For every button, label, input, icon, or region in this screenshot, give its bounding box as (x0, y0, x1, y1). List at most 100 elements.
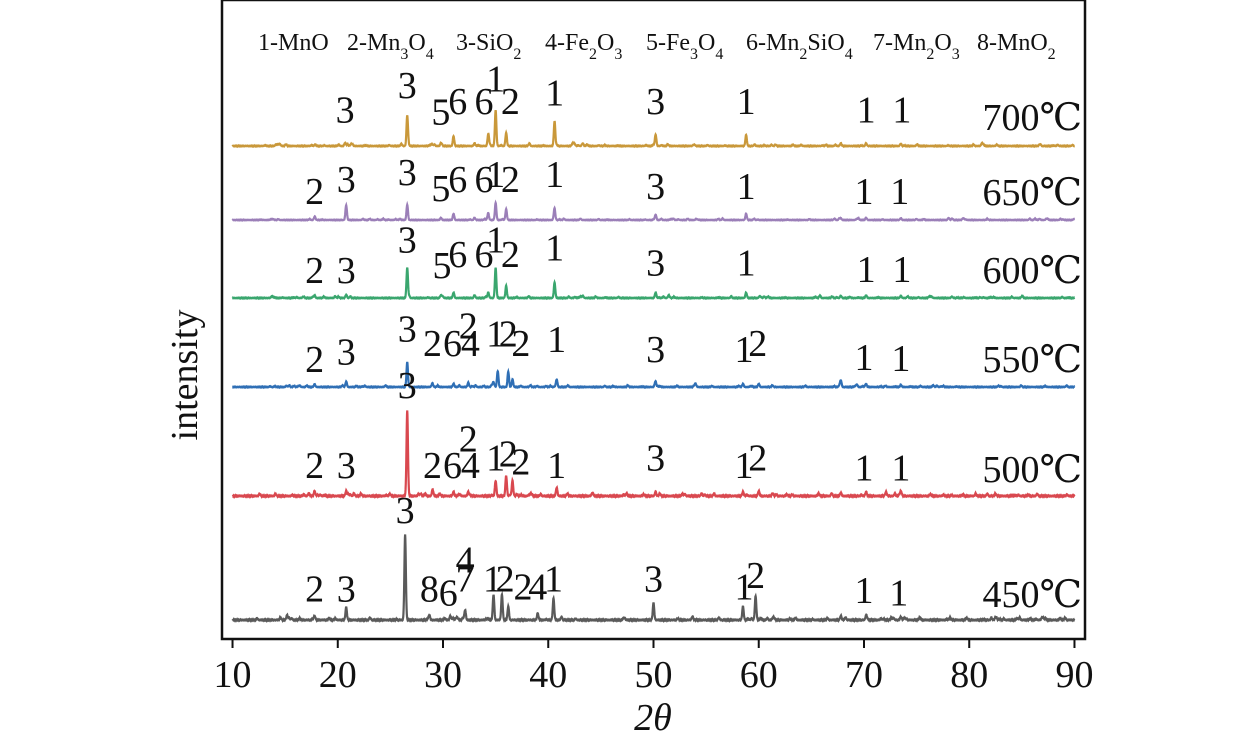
peak-label: 3 (398, 308, 417, 350)
x-tick-label: 20 (319, 654, 357, 696)
peak-label: 2 (305, 250, 324, 292)
peak-label: 2 (499, 313, 518, 355)
peak-label: 1 (891, 448, 910, 490)
peak-label: 1 (545, 72, 564, 114)
peak-label: 2 (305, 445, 324, 487)
peak-label: 3 (398, 365, 417, 407)
peak-label: 3 (337, 250, 356, 292)
peak-label: 4 (461, 323, 480, 365)
peak-label: 3 (646, 81, 665, 123)
peak-label: 3 (336, 90, 355, 132)
peak-label: 3 (396, 490, 415, 532)
temperature-label: 600℃ (982, 250, 1082, 292)
legend-entry-7: 7-Mn2O3 (873, 30, 960, 63)
peak-label: 4 (456, 540, 475, 582)
legend-entry-4: 4-Fe2O3 (545, 30, 622, 63)
peak-label: 2 (499, 434, 518, 476)
peak-label: 3 (644, 559, 663, 601)
peak-label: 1 (486, 154, 505, 196)
x-tick-label: 70 (845, 654, 883, 696)
peak-label: 3 (337, 159, 356, 201)
peak-label: 3 (398, 152, 417, 194)
peak-label: 2 (511, 323, 530, 365)
peak-label: 3 (646, 438, 665, 480)
peak-label: 1 (486, 58, 505, 100)
peak-label: 3 (646, 243, 665, 285)
legend: 1-MnO 2-Mn3O4 3-SiO2 4-Fe2O3 5-Fe3O4 6-Mn2SiO… (258, 30, 1056, 63)
x-tick-label: 40 (529, 654, 567, 696)
peak-label: 2 (748, 438, 767, 480)
peak-label: 3 (646, 166, 665, 208)
temperature-label: 550℃ (982, 339, 1082, 381)
peak-label: 1 (547, 319, 566, 361)
series-line (231, 109, 1076, 149)
peak-label: 1 (486, 313, 505, 355)
temperature-label: 650℃ (982, 172, 1082, 214)
peak-label: 1 (854, 171, 873, 213)
peak-label: 2 (501, 81, 520, 123)
x-tick-label: 30 (424, 654, 462, 696)
peak-label: 1 (892, 90, 911, 132)
peak-label: 1 (544, 559, 563, 601)
peak-label: 3 (646, 329, 665, 371)
legend-entry-2: 2-Mn3O4 (347, 30, 434, 63)
series-line (231, 534, 1076, 623)
peak-label: 3 (337, 332, 356, 374)
peak-label: 1 (737, 166, 756, 208)
peak-label: 2 (459, 418, 478, 460)
peak-label: 1 (857, 90, 876, 132)
peak-label: 2 (459, 305, 478, 347)
peak-label: 6 (448, 81, 467, 123)
series-line (231, 410, 1076, 500)
peak-label: 5 (432, 245, 451, 287)
peak-label: 2 (423, 445, 442, 487)
x-tick-label: 80 (950, 654, 988, 696)
peak-label: 1 (486, 438, 505, 480)
peak-label: 6 (443, 445, 462, 487)
peak-label: 1 (854, 570, 873, 612)
peak-label: 1 (547, 445, 566, 487)
peak-label: 3 (337, 445, 356, 487)
peak-label: 1 (735, 445, 754, 487)
peak-label: 1 (545, 228, 564, 270)
peak-label: 2 (748, 323, 767, 365)
peak-label: 6 (443, 323, 462, 365)
peak-label: 6 (448, 234, 467, 276)
peak-label: 1 (857, 249, 876, 291)
peak-label: 1 (545, 154, 564, 196)
x-ticks: 10 20 30 40 50 60 70 80 90 (214, 639, 1093, 696)
peak-label: 5 (431, 92, 450, 134)
peak-label: 3 (337, 569, 356, 611)
peak-label: 1 (737, 243, 756, 285)
peak-label: 2 (513, 566, 532, 608)
x-tick-label: 10 (214, 654, 252, 696)
legend-entry-5: 5-Fe3O4 (646, 30, 723, 63)
legend-entry-8: 8-MnO2 (977, 30, 1056, 63)
peak-label: 1 (735, 566, 754, 608)
series-line (231, 267, 1076, 301)
peak-label: 1 (892, 249, 911, 291)
peak-label: 2 (496, 559, 515, 601)
peak-label: 3 (398, 219, 417, 261)
x-axis-title: 2θ (634, 697, 672, 739)
temperature-label: 700℃ (982, 97, 1082, 139)
peak-label: 6 (475, 234, 494, 276)
peak-label: 1 (889, 573, 908, 615)
peak-label: 3 (398, 65, 417, 107)
legend-entry-6: 6-Mn2SiO4 (746, 30, 853, 63)
peak-label: 2 (746, 555, 765, 597)
peak-label: 4 (461, 445, 480, 487)
peak-label: 1 (735, 329, 754, 371)
legend-entry-1: 1-MnO (258, 30, 329, 56)
series-4: 2 33 2 624 122 1 3 12 1 1 550℃ (231, 305, 1082, 390)
series-line (231, 361, 1076, 390)
peak-label: 2 (501, 159, 520, 201)
peak-label: 7 (456, 559, 475, 601)
peak-label: 2 (305, 339, 324, 381)
series-line (231, 199, 1076, 222)
